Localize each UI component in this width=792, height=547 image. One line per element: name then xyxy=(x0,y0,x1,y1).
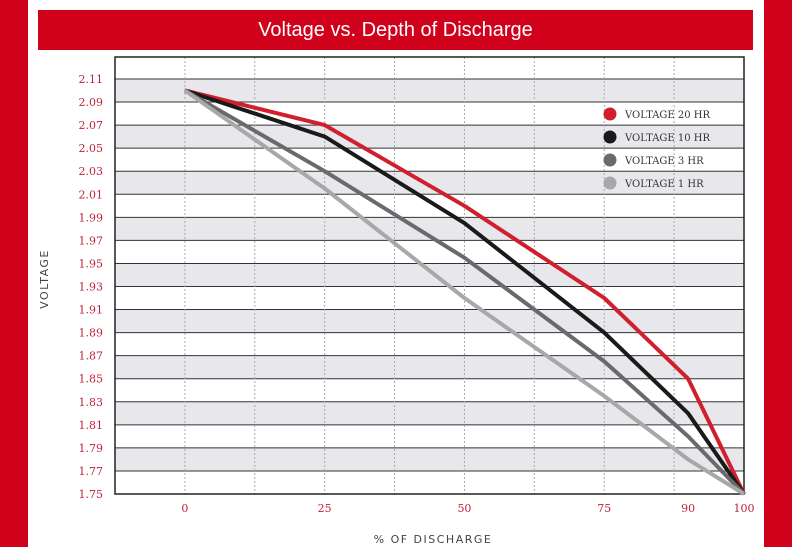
y-tick-label: 1.79 xyxy=(79,442,104,455)
y-tick-label: 1.95 xyxy=(79,257,104,270)
background-band xyxy=(115,263,744,287)
series-line xyxy=(184,88,746,496)
background-band xyxy=(115,447,744,471)
legend: VOLTAGE 20 HR VOLTAGE 10 HR VOLTAGE 3 HR VO… xyxy=(603,107,711,190)
y-tick-label: 1.97 xyxy=(79,234,104,247)
y-tick-label: 1.81 xyxy=(79,419,104,432)
y-tick-label: 2.01 xyxy=(79,188,104,201)
x-tick-label: 0 xyxy=(181,502,188,515)
y-tick-label: 2.07 xyxy=(79,119,104,132)
x-tick-labels: 0 25 50 75 90 100 xyxy=(181,502,754,515)
background-band xyxy=(115,194,744,218)
background-bands xyxy=(115,57,744,495)
x-tick-label: 25 xyxy=(318,502,332,515)
legend-label: VOLTAGE 3 HR xyxy=(624,156,704,167)
x-tick-label: 50 xyxy=(457,502,471,515)
background-band xyxy=(115,470,744,494)
y-tick-label: 1.89 xyxy=(79,327,104,340)
background-band xyxy=(115,171,744,195)
series-lines xyxy=(183,88,746,496)
right-frame-bar xyxy=(764,0,792,547)
legend-marker xyxy=(603,107,617,121)
background-band xyxy=(115,240,744,264)
chart-title: Voltage vs. Depth of Discharge xyxy=(258,18,533,41)
series-line xyxy=(183,88,746,496)
background-band xyxy=(115,309,744,333)
background-band xyxy=(115,424,744,448)
y-tick-label: 1.77 xyxy=(79,465,104,478)
legend-label: VOLTAGE 1 HR xyxy=(624,179,704,190)
background-band xyxy=(115,79,744,103)
y-tick-label: 2.09 xyxy=(79,96,104,109)
left-frame-bar xyxy=(0,0,28,547)
legend-label: VOLTAGE 10 HR xyxy=(624,133,711,144)
y-tick-label: 1.93 xyxy=(79,281,104,294)
x-tick-label: 90 xyxy=(681,502,695,515)
y-tick-label: 1.83 xyxy=(79,396,104,409)
y-tick-labels: 1.75 1.77 1.79 1.81 1.83 1.85 1.87 1.89 1.91 1.93… xyxy=(79,73,104,501)
y-tick-label: 2.11 xyxy=(79,73,104,86)
background-band xyxy=(115,378,744,402)
background-band xyxy=(115,401,744,425)
legend-marker xyxy=(603,153,617,167)
y-tick-label: 1.85 xyxy=(79,373,104,386)
vertical-gridlines xyxy=(184,57,675,494)
x-tick-label: 100 xyxy=(734,502,755,515)
y-tick-label: 2.05 xyxy=(79,142,104,155)
y-tick-label: 1.87 xyxy=(79,350,104,363)
title-bar: Voltage vs. Depth of Discharge xyxy=(38,10,753,50)
y-tick-label: 2.03 xyxy=(79,165,104,178)
y-tick-label: 1.75 xyxy=(79,488,104,501)
background-band xyxy=(115,286,744,310)
background-band xyxy=(115,355,744,379)
x-axis-label: % OF DISCHARGE xyxy=(374,533,493,546)
y-axis-label: VOLTAGE xyxy=(38,249,51,309)
series-line xyxy=(184,88,746,495)
plot-border xyxy=(114,56,745,495)
legend-label: VOLTAGE 20 HR xyxy=(624,110,711,121)
x-tick-label: 75 xyxy=(597,502,611,515)
band-top xyxy=(115,57,744,79)
series-line xyxy=(183,88,746,496)
legend-marker xyxy=(603,176,617,190)
y-tick-label: 1.91 xyxy=(79,304,104,317)
y-tick-label: 1.99 xyxy=(79,211,104,224)
legend-marker xyxy=(603,130,617,144)
background-band xyxy=(115,217,744,241)
